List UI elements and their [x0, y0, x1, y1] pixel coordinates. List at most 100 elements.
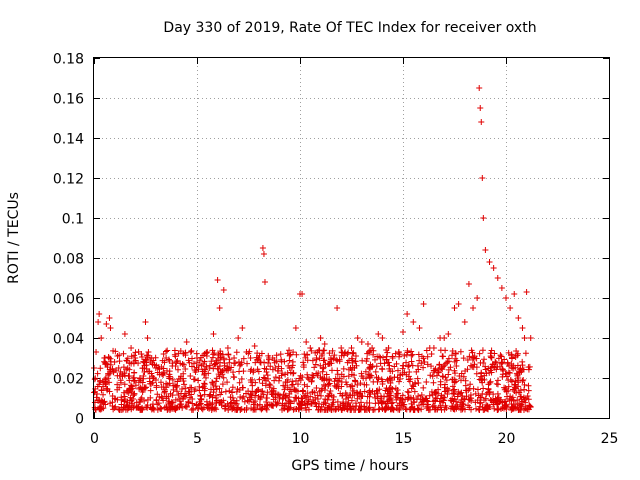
data-point — [286, 352, 293, 359]
data-point — [311, 364, 318, 371]
data-point — [375, 375, 382, 382]
data-point — [159, 395, 166, 402]
data-point — [271, 357, 278, 364]
data-point — [174, 357, 181, 364]
data-point — [403, 359, 410, 366]
data-point — [499, 366, 506, 373]
data-point — [467, 362, 474, 369]
data-point — [120, 350, 127, 357]
data-point — [281, 402, 288, 409]
data-point — [364, 341, 371, 347]
chart-title: Day 330 of 2019, Rate Of TEC Index for r… — [163, 20, 536, 36]
data-point — [340, 365, 347, 372]
data-point — [420, 401, 427, 408]
data-point — [348, 397, 355, 404]
data-point — [258, 406, 265, 413]
data-point — [453, 363, 460, 370]
data-point — [445, 371, 452, 378]
data-point — [196, 383, 203, 390]
data-point — [481, 372, 488, 379]
data-point — [220, 374, 227, 381]
data-point — [463, 393, 470, 400]
data-point — [334, 371, 341, 378]
data-point — [106, 315, 113, 321]
data-point — [319, 368, 326, 375]
data-point — [101, 355, 108, 361]
data-point — [413, 368, 420, 375]
data-point — [213, 397, 220, 404]
data-point — [250, 399, 257, 406]
data-point — [343, 381, 350, 388]
data-point — [138, 406, 145, 413]
data-point — [321, 357, 328, 364]
data-point — [502, 398, 509, 405]
data-point — [326, 380, 333, 387]
data-point — [220, 397, 227, 404]
data-point — [513, 385, 520, 392]
data-point — [328, 392, 335, 399]
data-point — [147, 358, 154, 364]
data-point — [498, 406, 505, 413]
data-point — [477, 399, 484, 406]
data-point — [441, 384, 448, 391]
data-point — [354, 335, 361, 341]
data-point — [436, 361, 443, 368]
data-point — [519, 325, 526, 331]
data-point — [475, 392, 482, 399]
data-point — [222, 388, 229, 395]
data-point — [494, 377, 501, 384]
data-point — [305, 376, 312, 383]
data-point — [335, 403, 342, 410]
data-point — [126, 372, 133, 379]
data-point — [286, 405, 293, 412]
data-point — [241, 398, 248, 405]
data-point — [135, 403, 142, 410]
data-point — [410, 399, 417, 406]
data-point — [185, 357, 192, 364]
x-tick-label: 15 — [395, 431, 413, 447]
data-point — [444, 359, 451, 366]
data-point — [259, 245, 266, 251]
data-point — [276, 375, 283, 381]
data-point — [328, 367, 335, 374]
data-point — [171, 351, 178, 358]
data-point — [101, 378, 108, 385]
data-point — [233, 388, 240, 395]
data-point — [290, 370, 297, 377]
data-point — [284, 369, 291, 376]
data-point — [137, 375, 144, 382]
data-point — [295, 399, 302, 406]
data-point — [226, 387, 233, 394]
data-point — [153, 396, 160, 403]
data-point — [130, 358, 137, 365]
data-point — [167, 403, 174, 410]
data-point — [420, 384, 427, 391]
data-point — [522, 350, 529, 357]
data-point — [372, 356, 379, 363]
data-point — [289, 362, 296, 369]
data-point — [211, 350, 218, 357]
data-point — [443, 377, 450, 384]
data-point — [461, 319, 468, 325]
data-point — [516, 389, 523, 396]
data-point — [236, 379, 243, 386]
data-point — [200, 361, 207, 367]
data-point — [511, 291, 518, 297]
data-point — [445, 358, 452, 365]
data-point — [470, 364, 477, 371]
data-point — [266, 384, 273, 391]
data-point — [124, 403, 131, 410]
data-point — [488, 354, 495, 361]
data-point — [240, 384, 246, 391]
data-point — [271, 377, 278, 384]
data-point — [321, 341, 328, 347]
data-point — [492, 395, 499, 402]
data-point — [410, 383, 417, 390]
data-point — [207, 392, 214, 399]
data-point — [397, 372, 404, 379]
data-point — [465, 281, 472, 287]
data-point — [344, 351, 351, 357]
data-point — [264, 375, 271, 382]
data-point — [247, 355, 254, 361]
data-point — [255, 393, 262, 400]
